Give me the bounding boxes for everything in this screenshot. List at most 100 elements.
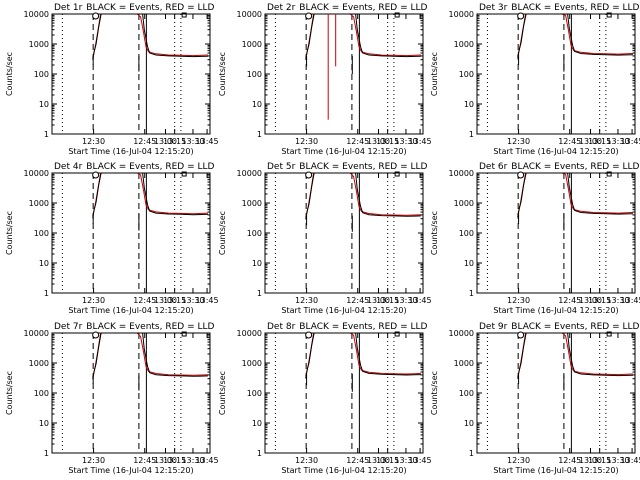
x-tick-label: 12:30 <box>295 456 318 465</box>
events-series <box>517 13 633 59</box>
lld-series <box>92 13 208 58</box>
y-tick-label: 10000 <box>237 329 262 338</box>
plot-frame <box>476 172 636 294</box>
y-tick-label: 100 <box>247 229 262 238</box>
y-tick-label: 10 <box>252 100 262 109</box>
panel-title: Det 3r BLACK = Events, RED = LLD <box>479 3 639 13</box>
y-tick-label: 10 <box>252 259 262 268</box>
end-marker <box>394 331 400 337</box>
panel-title: Det 1r BLACK = Events, RED = LLD <box>54 3 214 13</box>
x-tick-label: 12:45 <box>346 137 369 146</box>
end-marker <box>181 171 187 177</box>
end-marker <box>181 331 187 337</box>
panel-6: Det 6r BLACK = Events, RED = LLD 1 10 100 100… <box>430 162 640 315</box>
y-tick-label: 1 <box>44 289 49 298</box>
panel-8: Det 8r BLACK = Events, RED = LLD 1 10 100 100… <box>218 322 432 475</box>
x-tick-label: 12:30 <box>507 296 530 305</box>
y-tick-label: 10000 <box>449 329 474 338</box>
x-tick-label: 12:45 <box>558 137 581 146</box>
plot-frame <box>51 332 211 454</box>
lld-series <box>305 13 421 58</box>
y-tick-label: 1000 <box>242 359 262 368</box>
lld-series <box>517 13 633 57</box>
start-marker <box>517 331 525 339</box>
x-tick-label: 13:00 <box>579 137 602 146</box>
x-tick-label: 13:00 <box>579 456 602 465</box>
x-tick-label: 13:15 <box>163 456 186 465</box>
x-tick-label: 13:45 <box>196 456 219 465</box>
lld-series <box>517 172 633 216</box>
x-axis-label: Start Time (16-Jul-04 12:15:20) <box>281 466 406 475</box>
y-axis-label: Counts/sec <box>5 371 14 415</box>
panel-label: Det 7r <box>54 322 83 332</box>
panel-label: Det 9r <box>479 322 508 332</box>
y-axis-label: Counts/sec <box>430 371 439 415</box>
events-series <box>92 332 208 380</box>
y-axis-label: Counts/sec <box>218 211 227 255</box>
panel-label: Det 3r <box>479 3 508 13</box>
y-tick-label: 10000 <box>24 10 49 19</box>
x-tick-label: 13:30 <box>394 296 417 305</box>
panel-9: Det 9r BLACK = Events, RED = LLD 1 10 100 100… <box>430 322 640 475</box>
end-marker <box>394 12 400 18</box>
x-tick-label: 13:30 <box>181 296 204 305</box>
plot-frame <box>476 13 636 135</box>
start-marker <box>92 12 100 20</box>
panel-title: Det 4r BLACK = Events, RED = LLD <box>54 162 214 172</box>
y-tick-label: 10 <box>464 419 474 428</box>
x-tick-label: 13:30 <box>606 296 629 305</box>
plot-frame <box>51 13 211 135</box>
lld-series <box>305 172 421 218</box>
events-series <box>517 332 633 379</box>
x-tick-label: 13:30 <box>394 456 417 465</box>
x-tick-label: 12:30 <box>82 456 105 465</box>
y-tick-label: 100 <box>459 70 474 79</box>
panel-title-suffix: BLACK = Events, RED = LLD <box>511 322 639 332</box>
y-tick-label: 10 <box>39 259 49 268</box>
panel-title: Det 8r BLACK = Events, RED = LLD <box>267 322 427 332</box>
events-series <box>92 172 208 218</box>
y-axis-label: Counts/sec <box>5 52 14 96</box>
y-tick-label: 1 <box>469 449 474 458</box>
panel-title: Det 5r BLACK = Events, RED = LLD <box>267 162 427 172</box>
y-tick-label: 10 <box>39 419 49 428</box>
events-series <box>92 13 208 60</box>
plot-frame <box>264 332 424 454</box>
panel-title: Det 9r BLACK = Events, RED = LLD <box>479 322 639 332</box>
y-tick-label: 100 <box>459 389 474 398</box>
panel-7: Det 7r BLACK = Events, RED = LLD 1 10 100 100… <box>5 322 219 475</box>
lld-series <box>92 172 208 216</box>
y-tick-label: 10 <box>252 419 262 428</box>
panel-label: Det 4r <box>54 162 83 172</box>
x-tick-label: 12:30 <box>507 137 530 146</box>
y-tick-label: 1000 <box>454 199 474 208</box>
x-tick-label: 12:45 <box>558 296 581 305</box>
x-axis-label: Start Time (16-Jul-04 12:15:20) <box>493 306 618 315</box>
panel-title: Det 2r BLACK = Events, RED = LLD <box>267 3 427 13</box>
panel-title: Det 6r BLACK = Events, RED = LLD <box>479 162 639 172</box>
y-tick-label: 100 <box>459 229 474 238</box>
y-tick-label: 10000 <box>449 10 474 19</box>
x-tick-label: 13:45 <box>409 137 432 146</box>
panel-title-suffix: BLACK = Events, RED = LLD <box>86 3 214 13</box>
x-tick-label: 13:45 <box>409 296 432 305</box>
panel-5: Det 5r BLACK = Events, RED = LLD 1 10 100 100… <box>218 162 432 315</box>
x-tick-label: 13:45 <box>621 296 640 305</box>
y-tick-label: 10 <box>464 259 474 268</box>
plot-frame <box>51 172 211 294</box>
start-marker <box>305 331 313 339</box>
plot-frame <box>264 13 424 135</box>
plot-frame <box>264 172 424 294</box>
y-tick-label: 1000 <box>29 40 49 49</box>
panel-title-suffix: BLACK = Events, RED = LLD <box>299 322 427 332</box>
y-axis-label: Counts/sec <box>430 52 439 96</box>
y-tick-label: 1000 <box>29 199 49 208</box>
panel-label: Det 1r <box>54 3 83 13</box>
y-tick-label: 10000 <box>24 169 49 178</box>
x-tick-label: 13:15 <box>376 456 399 465</box>
y-tick-label: 10000 <box>24 329 49 338</box>
panel-title-suffix: BLACK = Events, RED = LLD <box>511 162 639 172</box>
x-tick-label: 13:15 <box>376 137 399 146</box>
panel-1: Det 1r BLACK = Events, RED = LLD 1 10 100 100… <box>5 3 219 156</box>
y-tick-label: 1 <box>257 449 262 458</box>
